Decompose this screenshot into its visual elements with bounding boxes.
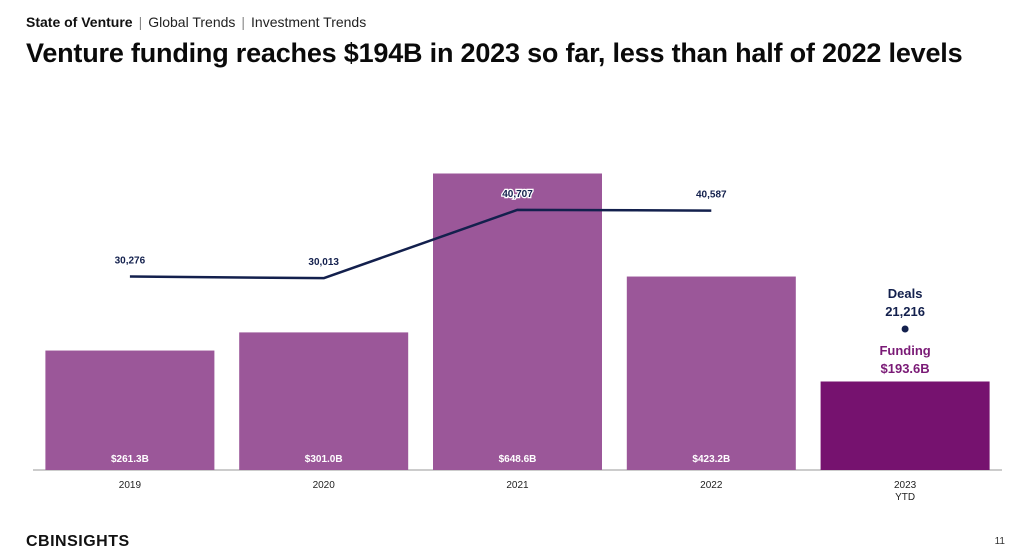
deals-annotation-value: 21,216	[885, 304, 925, 319]
deals-value-label: 30,013	[308, 257, 339, 268]
bar-2021	[433, 173, 602, 471]
funding-annotation-value: $193.6B	[881, 361, 930, 376]
x-tick-label: 2021	[506, 480, 529, 491]
x-tick-label: 2019	[119, 480, 142, 491]
deals-value-label: 40,587	[696, 190, 727, 201]
page-title: Venture funding reaches $194B in 2023 so…	[26, 38, 963, 68]
cbinsights-logo: CBINSIGHTS	[26, 533, 130, 550]
x-tick-label: 2020	[313, 480, 336, 491]
x-tick-sublabel: YTD	[895, 492, 915, 503]
breadcrumb: State of Venture | Global Trends | Investmen…	[26, 14, 366, 30]
bar-2019	[45, 350, 215, 470]
bar-2023	[820, 381, 990, 470]
bar-value-label: $301.0B	[305, 454, 343, 465]
deals-value-label: 40,707	[502, 189, 533, 200]
bar-value-label: $648.6B	[499, 454, 537, 465]
breadcrumb-item-state-of-venture[interactable]: State of Venture	[26, 14, 133, 30]
deals-annotation-label: Deals	[888, 286, 923, 301]
deals-value-label: 30,276	[115, 255, 146, 266]
bar-2022	[626, 276, 796, 470]
x-tick-label: 2022	[700, 480, 723, 491]
funding-annotation-label: Funding	[879, 343, 930, 358]
bar-value-label: $261.3B	[111, 454, 149, 465]
deals-line	[129, 208, 712, 280]
x-tick-label: 2023	[894, 480, 917, 491]
bar-value-label: $423.2B	[692, 454, 730, 465]
deals-point-2023	[901, 325, 909, 333]
breadcrumb-item-global-trends[interactable]: Global Trends	[148, 14, 236, 30]
page-number: 11	[994, 536, 1005, 547]
breadcrumb-separator: |	[138, 14, 143, 30]
breadcrumb-separator: |	[241, 14, 246, 30]
bar-2020	[239, 332, 409, 470]
breadcrumb-item-investment-trends[interactable]: Investment Trends	[251, 14, 367, 30]
